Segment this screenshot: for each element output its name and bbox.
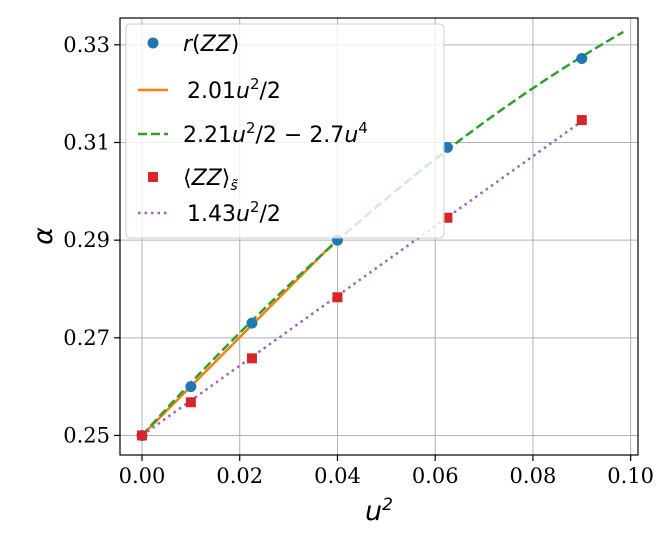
data-point-square: [442, 212, 453, 223]
legend-marker-r-zz: [147, 37, 159, 49]
data-point-square: [246, 353, 257, 364]
data-point-circle: [576, 53, 588, 65]
data-point-square: [332, 292, 343, 303]
data-point-square: [185, 397, 196, 408]
series-line-1: [141, 243, 334, 437]
data-point-square: [576, 115, 587, 126]
legend-marker-zz-s: [148, 172, 158, 182]
plot-area: [141, 30, 624, 437]
x-tick-label: 0.06: [412, 464, 459, 488]
y-tick-label: 0.31: [63, 131, 110, 155]
legend-label-green: 2.21u2/2 − 2.7u4: [183, 119, 368, 148]
y-axis-label: α: [28, 227, 59, 245]
data-point-square: [136, 430, 147, 441]
series-line-4: [141, 120, 583, 437]
x-tick-label: 0.02: [216, 464, 263, 488]
y-tick-label: 0.29: [63, 228, 110, 252]
data-point-circle: [441, 141, 453, 153]
series-line-2: [141, 30, 624, 437]
x-tick-label: 0.08: [510, 464, 557, 488]
legend-frame: [125, 23, 445, 239]
x-tick-label: 0.04: [314, 464, 361, 488]
axis-ticks: 0.00 0.02 0.04 0.06 0.08 0.10 0.25 0.27 0.29 0.31…: [63, 33, 654, 488]
data-point-circle: [246, 317, 258, 329]
legend: r(ZZ) 2.01u2/2 2.21u2/2 − 2.7u4 ⟨ZZ⟩s̃ 1…: [125, 23, 445, 239]
data-points: [136, 53, 588, 441]
x-tick-label: 0.00: [119, 464, 166, 488]
legend-label-purple: 1.43u2/2: [187, 198, 281, 227]
x-tick-label: 0.10: [607, 464, 654, 488]
x-axis-label: u2: [365, 495, 393, 527]
y-tick-label: 0.25: [63, 423, 110, 447]
legend-label-orange: 2.01u2/2: [187, 75, 281, 104]
y-tick-label: 0.27: [63, 326, 110, 350]
y-tick-label: 0.33: [63, 33, 110, 57]
data-point-circle: [185, 381, 197, 393]
legend-label-zz-s: ⟨ZZ⟩s̃: [183, 166, 238, 194]
plot-frame: [119, 17, 639, 456]
legend-label-r-zz: r(ZZ): [183, 32, 239, 57]
